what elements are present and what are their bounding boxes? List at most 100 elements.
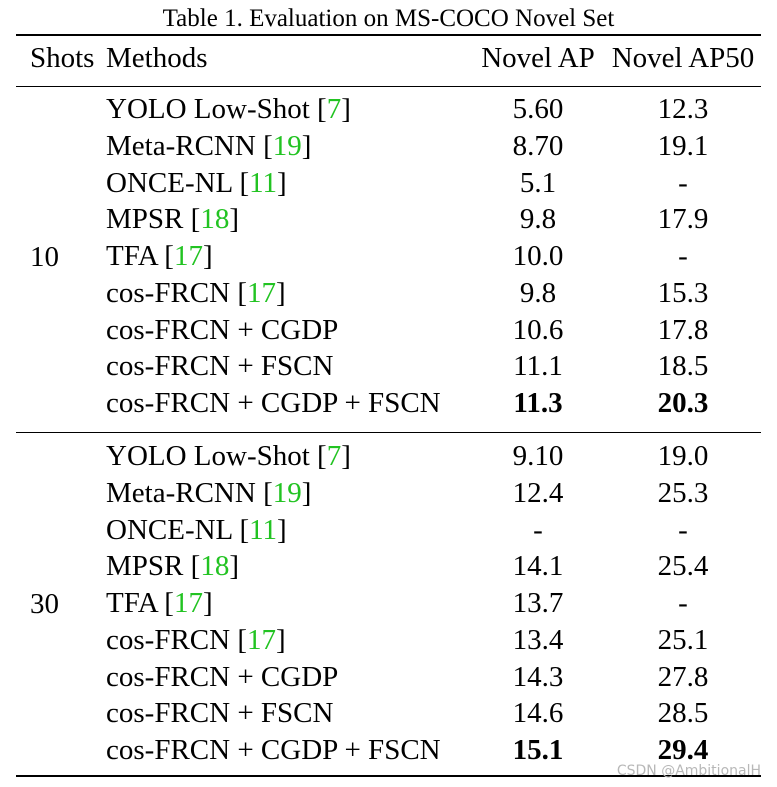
method-name: YOLO Low-Shot	[106, 93, 318, 125]
novel-ap50-cell: 18.5	[657, 350, 709, 383]
shots-label: 10	[30, 241, 59, 273]
novel-ap50-cell: 25.1	[657, 623, 709, 656]
citation-link[interactable]: 17	[247, 623, 276, 656]
method-cell: MPSR [18]	[106, 550, 239, 583]
method-name: YOLO Low-Shot	[106, 440, 318, 472]
method-cell: ONCE-NL [11]	[106, 513, 287, 546]
novel-ap-cell: 11.1	[513, 350, 563, 383]
table-row: Meta-RCNN [19] 8.70 19.1	[0, 128, 777, 165]
citation-link[interactable]: 17	[173, 587, 203, 619]
table-row: cos-FRCN [17] 13.4 25.1	[0, 622, 777, 659]
method-name: ONCE-NL	[106, 166, 240, 199]
method-cell: cos-FRCN [17]	[106, 276, 286, 309]
novel-ap-cell: 13.7	[512, 587, 564, 619]
method-name: cos-FRCN + FSCN	[106, 350, 334, 383]
novel-ap-cell: 13.4	[512, 623, 564, 656]
header-rule	[16, 86, 761, 87]
novel-ap50-cell: 25.4	[657, 550, 709, 583]
novel-ap-cell: 14.6	[512, 697, 564, 730]
method-name: cos-FRCN + CGDP	[106, 313, 339, 346]
method-name: cos-FRCN + CGDP + FSCN	[106, 734, 441, 766]
table-row: cos-FRCN + CGDP + FSCN 15.1 29.4	[0, 732, 777, 769]
header-shots: Shots	[30, 42, 95, 74]
method-cell: cos-FRCN + FSCN	[106, 695, 333, 732]
novel-ap-cell: 9.8	[519, 203, 557, 236]
header-novel-ap: Novel AP	[481, 42, 595, 74]
citation-link[interactable]: 18	[200, 203, 230, 236]
citation-link[interactable]: 7	[326, 93, 342, 125]
novel-ap-cell: 9.8	[519, 276, 557, 309]
citation-link[interactable]: 18	[200, 550, 230, 583]
method-cell: cos-FRCN [17]	[106, 623, 286, 656]
citation-link[interactable]: 19	[272, 476, 302, 509]
table-row: TFA [17] 13.7 -	[0, 585, 777, 622]
top-rule	[16, 34, 761, 36]
citation-link[interactable]: 17	[173, 240, 203, 272]
method-cell: cos-FRCN + FSCN	[106, 348, 333, 385]
bottom-rule	[16, 775, 761, 777]
novel-ap50-cell: 29.4	[657, 734, 709, 766]
novel-ap-cell: 14.1	[512, 550, 564, 583]
novel-ap-cell: 11.3	[513, 387, 563, 419]
citation-link[interactable]: 17	[247, 276, 276, 309]
novel-ap-cell: 14.3	[512, 660, 564, 693]
table-row: YOLO Low-Shot [7] 5.60 12.3	[0, 91, 777, 128]
novel-ap50-cell: 19.0	[657, 440, 709, 472]
table-row: MPSR [18] 14.1 25.4	[0, 548, 777, 585]
novel-ap-cell: 12.4	[512, 476, 564, 509]
citation-link[interactable]: 19	[272, 129, 302, 162]
table-row: Meta-RCNN [19] 12.4 25.3	[0, 475, 777, 512]
table-caption: Table 1. Evaluation on MS-COCO Novel Set	[162, 5, 615, 32]
method-name: cos-FRCN	[106, 276, 238, 309]
novel-ap50-cell: 20.3	[657, 387, 709, 419]
method-cell: Meta-RCNN [19]	[106, 129, 312, 162]
novel-ap-cell: 10.6	[512, 313, 564, 346]
table-row: cos-FRCN + CGDP 10.6 17.8	[0, 312, 777, 349]
table-row: ONCE-NL [11] 5.1 -	[0, 165, 777, 202]
method-name: TFA	[106, 587, 165, 619]
novel-ap-cell: 5.1	[519, 166, 557, 199]
method-cell: cos-FRCN + CGDP	[106, 659, 338, 696]
method-name: cos-FRCN + CGDP + FSCN	[106, 387, 441, 419]
method-cell: YOLO Low-Shot [7]	[106, 93, 351, 125]
table-row: cos-FRCN + FSCN 11.1 18.5	[0, 348, 777, 385]
table-row: cos-FRCN + FSCN 14.6 28.5	[0, 695, 777, 732]
citation-link[interactable]: 11	[249, 513, 278, 546]
novel-ap50-cell: 19.1	[657, 129, 709, 162]
novel-ap-cell: 10.0	[512, 240, 564, 272]
novel-ap50-cell: 25.3	[657, 476, 709, 509]
novel-ap-cell: -	[533, 513, 543, 546]
novel-ap50-cell: 17.9	[657, 203, 709, 236]
method-name: cos-FRCN + FSCN	[106, 697, 334, 730]
table-row: YOLO Low-Shot [7] 9.10 19.0	[0, 438, 777, 475]
header-novel-ap50: Novel AP50	[611, 42, 755, 74]
method-name: TFA	[106, 240, 165, 272]
method-name: MPSR	[106, 550, 191, 583]
novel-ap50-cell: 27.8	[657, 660, 709, 693]
table-row: cos-FRCN [17] 9.8 15.3	[0, 275, 777, 312]
method-name: cos-FRCN + CGDP	[106, 660, 339, 693]
novel-ap50-cell: 12.3	[657, 93, 709, 125]
group-separator-rule	[16, 432, 761, 433]
novel-ap50-cell: -	[678, 587, 688, 619]
method-cell: cos-FRCN + CGDP	[106, 312, 338, 349]
shots-label: 30	[30, 588, 59, 620]
novel-ap-cell: 9.10	[512, 440, 564, 472]
method-cell: TFA [17]	[106, 587, 213, 619]
method-name: MPSR	[106, 203, 191, 236]
method-name: ONCE-NL	[106, 513, 240, 546]
novel-ap50-cell: 15.3	[657, 276, 709, 309]
citation-link[interactable]: 11	[249, 166, 278, 199]
header-methods: Methods	[106, 42, 208, 74]
method-name: Meta-RCNN	[106, 129, 264, 162]
novel-ap-cell: 15.1	[512, 734, 564, 766]
citation-link[interactable]: 7	[326, 440, 342, 472]
method-cell: cos-FRCN + CGDP + FSCN	[106, 732, 441, 769]
novel-ap-cell: 5.60	[512, 93, 564, 125]
novel-ap50-cell: 28.5	[657, 697, 709, 730]
method-cell: cos-FRCN + CGDP + FSCN	[106, 385, 441, 422]
method-cell: Meta-RCNN [19]	[106, 476, 312, 509]
method-name: cos-FRCN	[106, 623, 238, 656]
novel-ap50-cell: -	[678, 166, 688, 199]
watermark: CSDN @AmbitionalH	[616, 763, 761, 779]
